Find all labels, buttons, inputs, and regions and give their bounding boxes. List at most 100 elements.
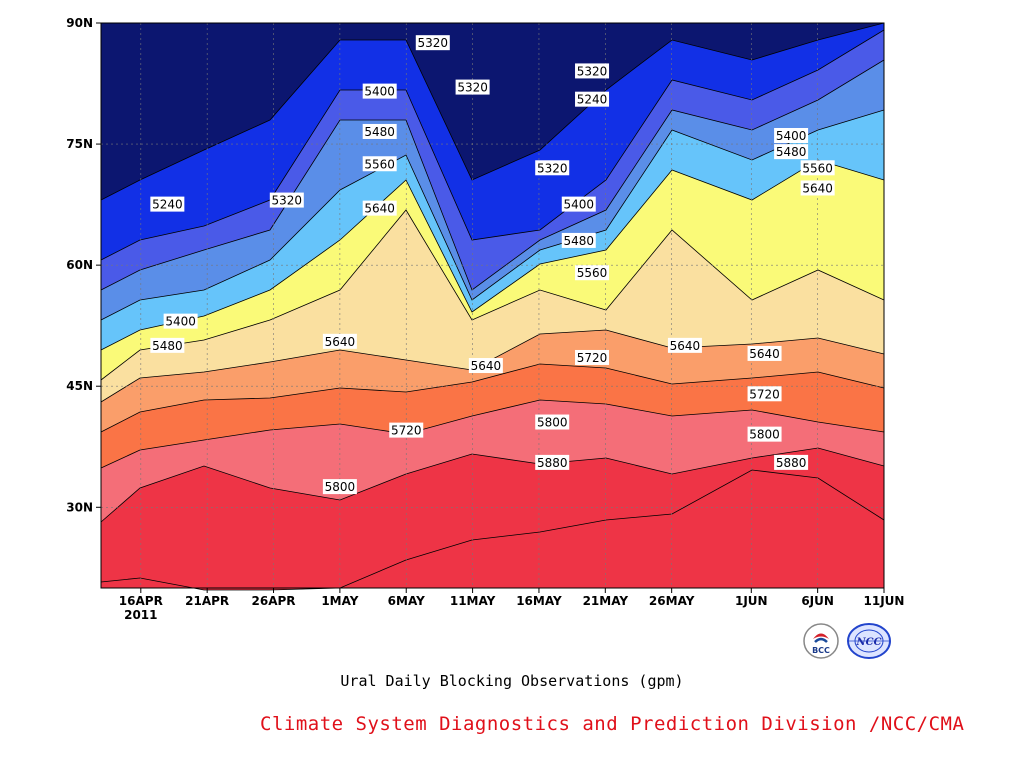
svg-text:5800: 5800 xyxy=(749,428,780,442)
contour-label: 5480 xyxy=(561,232,596,248)
axis-layer: 16APR 21APR 26APR 1MAY 6MAY 11MAY 16MAY 21MAY 26… xyxy=(66,16,904,622)
contour-line xyxy=(100,399,885,469)
contour-line xyxy=(100,159,885,351)
contour-label: 5560 xyxy=(575,265,610,281)
y-tick-label: 75N xyxy=(66,137,93,151)
svg-text:5640: 5640 xyxy=(802,181,833,195)
contour-label: 5400 xyxy=(774,128,809,143)
contour-label: 5320 xyxy=(455,79,490,95)
svg-text:5400: 5400 xyxy=(563,198,594,212)
svg-text:5320: 5320 xyxy=(272,194,303,208)
svg-text:5880: 5880 xyxy=(776,456,807,470)
contour-label: 5240 xyxy=(575,91,610,107)
svg-text:5640: 5640 xyxy=(670,339,701,353)
contour-label: 5320 xyxy=(575,63,610,79)
y-tick-label: 30N xyxy=(66,500,93,514)
x-tick-label: 6JUN xyxy=(801,594,834,608)
contour-label: 5880 xyxy=(535,454,570,470)
y-tick-label: 90N xyxy=(66,16,93,30)
svg-text:5320: 5320 xyxy=(537,161,568,175)
x-tick-label: 1JUN xyxy=(735,594,768,608)
plot-frame xyxy=(100,22,885,589)
contour-band xyxy=(101,60,884,320)
x-tick-label: 1MAY xyxy=(321,594,358,608)
contour-label: 5720 xyxy=(389,422,424,438)
svg-text:5400: 5400 xyxy=(776,129,807,143)
svg-text:5640: 5640 xyxy=(325,335,356,349)
contour-band xyxy=(101,23,884,260)
svg-text:5560: 5560 xyxy=(364,157,395,171)
x-tick-label: 21MAY xyxy=(583,594,629,608)
svg-text:5240: 5240 xyxy=(152,198,183,212)
svg-text:5640: 5640 xyxy=(749,347,780,361)
y-tick-label: 45N xyxy=(66,379,93,393)
contour-band xyxy=(101,330,884,432)
svg-text:5560: 5560 xyxy=(802,161,833,175)
contour-label: 5640 xyxy=(800,180,835,196)
contour-band xyxy=(101,210,884,402)
bcc-logo-text: BCC xyxy=(812,646,830,655)
contour-label: 5640 xyxy=(468,358,503,374)
contour-line-layer xyxy=(100,22,885,591)
svg-text:5320: 5320 xyxy=(577,64,608,78)
y-tick-label: 60N xyxy=(66,258,93,272)
svg-text:5480: 5480 xyxy=(364,125,395,139)
contour-band xyxy=(101,160,884,380)
contour-label: 5320 xyxy=(269,192,304,208)
contour-label: 5640 xyxy=(747,345,782,361)
contour-label: 5400 xyxy=(561,196,596,212)
contour-label: 5640 xyxy=(322,333,357,349)
svg-text:5640: 5640 xyxy=(364,202,395,216)
x-tick-label: 16MAY xyxy=(516,594,562,608)
contour-label: 5640 xyxy=(667,337,702,353)
contour-fill-layer xyxy=(101,23,884,590)
contour-label: 5800 xyxy=(535,414,570,430)
contour-label: 5320 xyxy=(535,160,570,176)
contour-line xyxy=(100,22,885,201)
x-tick-label: 11MAY xyxy=(450,594,496,608)
contour-band xyxy=(101,400,884,522)
svg-text:5320: 5320 xyxy=(457,81,488,95)
contour-line xyxy=(100,209,885,381)
contour-band xyxy=(101,364,884,468)
contour-label: 5640 xyxy=(362,200,397,216)
svg-text:5240: 5240 xyxy=(577,93,608,107)
x-tick-label: 16APR xyxy=(119,594,163,608)
x-tick-label: 26APR xyxy=(252,594,296,608)
svg-text:5800: 5800 xyxy=(537,416,568,430)
svg-text:5800: 5800 xyxy=(325,480,356,494)
contour-label: 5720 xyxy=(575,349,610,365)
credit-text: Climate System Diagnostics and Predictio… xyxy=(260,713,965,735)
svg-text:5480: 5480 xyxy=(563,234,594,248)
contour-label: 5320 xyxy=(415,35,450,51)
svg-text:5560: 5560 xyxy=(577,266,608,280)
ncc-logo-text: NCC xyxy=(855,637,881,648)
contour-band xyxy=(101,470,884,590)
x-tick-label: 26MAY xyxy=(649,594,695,608)
contour-label: 5400 xyxy=(362,83,397,99)
contour-label: 5800 xyxy=(747,426,782,442)
contour-label: 5480 xyxy=(150,337,185,353)
contour-line xyxy=(100,363,885,433)
contour-label: 5560 xyxy=(362,156,397,172)
contour-label: 5240 xyxy=(150,196,185,212)
contour-label: 5400 xyxy=(163,313,198,329)
svg-text:5720: 5720 xyxy=(577,351,608,365)
contour-label-layer: 5240 5320 5320 5400 5320 5320 5240 5480 5560 5640… xyxy=(150,35,835,495)
contour-label: 5800 xyxy=(322,479,357,495)
contour-label: 5480 xyxy=(774,144,809,160)
contour-band xyxy=(101,448,884,590)
contour-label: 5480 xyxy=(362,123,397,139)
contour-label: 5880 xyxy=(774,454,809,470)
contour-label: 5720 xyxy=(747,386,782,402)
svg-text:5400: 5400 xyxy=(364,85,395,99)
x-tick-label: 6MAY xyxy=(388,594,425,608)
svg-text:5480: 5480 xyxy=(776,145,807,159)
contour-label: 5560 xyxy=(800,160,835,176)
year-label: 2011 xyxy=(124,608,157,622)
contour-line xyxy=(100,29,885,261)
grid-layer xyxy=(101,23,884,588)
x-tick-label: 21APR xyxy=(185,594,229,608)
x-tick-label: 11JUN xyxy=(864,594,905,608)
